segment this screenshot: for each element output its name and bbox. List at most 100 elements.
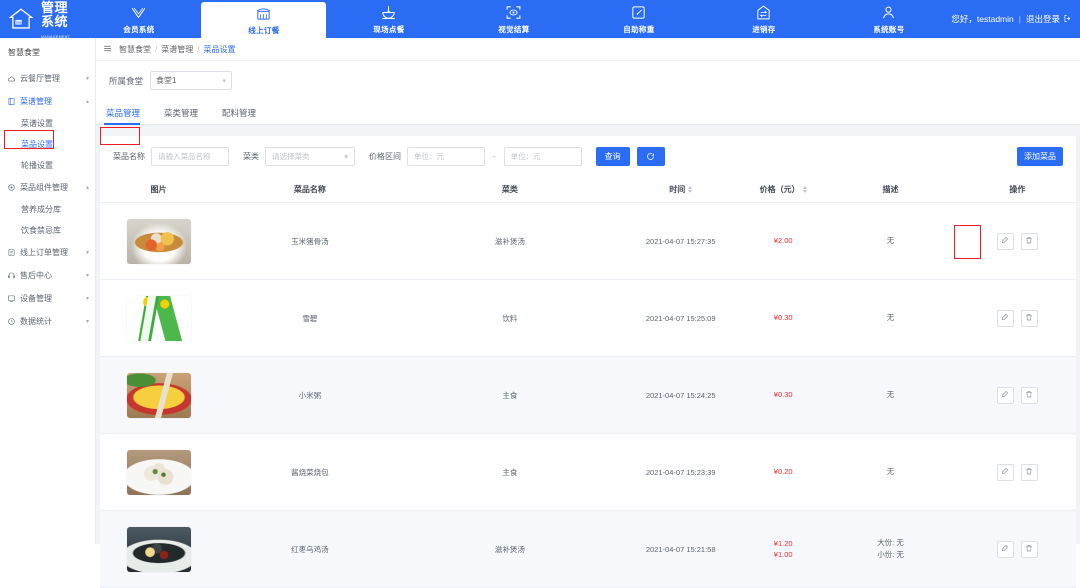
- house-logo-icon: 智慧食堂: [8, 6, 34, 32]
- edit-button[interactable]: [996, 309, 1014, 327]
- top-nav-items: 会员系统 线上订餐 现场点餐: [76, 0, 951, 38]
- reset-button[interactable]: [636, 147, 665, 166]
- search-button[interactable]: 查询: [595, 147, 630, 166]
- delete-button[interactable]: [1020, 386, 1038, 404]
- sort-carets-icon[interactable]: [802, 185, 807, 194]
- sidebar-subitem-carousel-settings[interactable]: 轮播设置: [21, 161, 53, 170]
- nav-item-onsite-ordering[interactable]: 现场点餐: [326, 0, 451, 38]
- cell-price: ¥0.30: [744, 279, 823, 357]
- breadcrumb-item-1[interactable]: 菜谱管理: [161, 44, 194, 54]
- inventory-exchange-icon: [755, 4, 772, 21]
- sidebar-subitem-recipe-settings[interactable]: 菜谱设置: [21, 119, 53, 128]
- tab-dish-management[interactable]: 菜品管理: [104, 107, 153, 125]
- cell-image: [100, 279, 218, 357]
- sidebar-item-after-sales[interactable]: 售后中心 ▾: [0, 264, 95, 287]
- cell-actions: [958, 433, 1076, 511]
- tab-category-management[interactable]: 菜类管理: [164, 108, 199, 118]
- sidebar-item-recipe-management[interactable]: 菜谱管理 ▴: [0, 90, 95, 113]
- top-navigation-bar: 智慧食堂 餐饮后台管理系统 MANAGEMENT SYSTEM OF SMART…: [0, 0, 1080, 64]
- sidebar-subitem-nutrition-library[interactable]: 营养成分库: [21, 205, 61, 214]
- nav-item-member-system[interactable]: 会员系统: [76, 0, 201, 38]
- edit-button[interactable]: [996, 386, 1014, 404]
- edit-pencil-icon: [1001, 467, 1009, 477]
- sidebar-title: 智慧食堂: [8, 48, 40, 57]
- price-max-input[interactable]: 单位：元: [503, 147, 582, 166]
- nav-item-system-account[interactable]: 系统账号: [826, 0, 951, 38]
- cell-time: 2021-04-07 15:23:39: [617, 433, 745, 511]
- column-header-time-label: 时间: [669, 185, 686, 194]
- cell-time: 2021-04-07 15:21:58: [617, 510, 745, 588]
- description-line: 无: [886, 313, 895, 323]
- search-input-dish-name[interactable]: 请输入菜品名称: [151, 147, 229, 166]
- breadcrumb-item-0[interactable]: 智慧食堂: [119, 44, 151, 54]
- chevron-up-icon: ▴: [85, 185, 89, 191]
- content-gap: [96, 125, 1080, 136]
- delete-button[interactable]: [1020, 463, 1038, 481]
- delete-button[interactable]: [1020, 232, 1038, 250]
- edit-button[interactable]: [996, 463, 1014, 481]
- column-header-price[interactable]: 价格（元）: [744, 177, 823, 203]
- canteen-select[interactable]: 食堂1 ▾: [150, 71, 233, 90]
- service-icon: [7, 271, 17, 280]
- column-header-description: 描述: [822, 177, 959, 203]
- cell-description: 无: [822, 433, 959, 511]
- cell-category: 滋补煲汤: [402, 202, 618, 280]
- nav-item-self-weighing[interactable]: 自助称重: [576, 0, 701, 38]
- edit-button[interactable]: [996, 540, 1014, 558]
- cell-image: [100, 202, 218, 280]
- nav-item-visual-settlement[interactable]: 视觉结算: [451, 0, 576, 38]
- filter-category-label: 菜类: [243, 152, 259, 161]
- column-header-category: 菜类: [402, 177, 618, 203]
- category-select-placeholder: 请选择菜类: [272, 152, 310, 161]
- cell-description: 无: [822, 279, 959, 357]
- add-dish-button[interactable]: 添加菜品: [1017, 147, 1063, 166]
- sidebar-item-cloud-restaurant[interactable]: 云餐厅管理 ▾: [0, 67, 95, 90]
- tab-ingredient-management[interactable]: 配料管理: [222, 108, 257, 118]
- edit-button[interactable]: [953, 224, 1014, 259]
- cell-actions: [958, 356, 1076, 434]
- trash-icon: [1025, 236, 1033, 246]
- action-buttons: [953, 224, 1076, 259]
- cell-price: ¥2.00: [744, 202, 823, 280]
- annotation-box-edit-button: [953, 224, 981, 259]
- storefront-icon: [255, 5, 272, 22]
- sidebar-item-dish-components[interactable]: 菜品组件管理 ▴: [0, 176, 95, 199]
- svg-text:智慧食堂: 智慧食堂: [16, 21, 27, 25]
- category-select[interactable]: 请选择菜类 ▾: [265, 147, 355, 166]
- price-value: ¥0.30: [773, 313, 793, 323]
- hamburger-menu-icon[interactable]: [103, 44, 112, 55]
- nav-item-label: 进销存: [752, 24, 776, 34]
- description-line: 无: [886, 236, 895, 246]
- steamed-bun-photo: [126, 449, 191, 495]
- nav-item-label: 会员系统: [123, 24, 155, 34]
- scan-eye-icon: [505, 4, 522, 21]
- nav-item-online-ordering[interactable]: 线上订餐: [201, 2, 327, 38]
- red-date-black-chicken-soup-photo: [126, 526, 191, 572]
- delete-button[interactable]: [1020, 540, 1038, 558]
- cell-time: 2021-04-07 15:24:25: [617, 356, 745, 434]
- sidebar-subitem-diet-taboo-library[interactable]: 饮食禁忌库: [21, 226, 61, 235]
- column-header-time[interactable]: 时间: [617, 177, 745, 203]
- sort-carets-icon[interactable]: [688, 185, 693, 194]
- canteen-label: 所属食堂: [109, 75, 144, 86]
- sidebar-item-device-management[interactable]: 设备管理 ▾: [0, 287, 95, 310]
- nav-item-label: 视觉结算: [498, 24, 530, 34]
- price-value: ¥0.20: [773, 467, 793, 477]
- brand-logo-block: 智慧食堂 餐饮后台管理系统 MANAGEMENT SYSTEM OF SMART…: [0, 0, 76, 64]
- action-buttons: [959, 309, 1076, 327]
- logout-button[interactable]: 退出登录: [1026, 13, 1072, 25]
- column-header-actions: 操作: [958, 177, 1076, 203]
- sidebar-item-data-statistics[interactable]: 数据统计 ▾: [0, 310, 95, 333]
- chevron-up-icon: ▴: [85, 99, 89, 105]
- sidebar-subitem-dish-settings[interactable]: 菜品设置: [21, 140, 53, 149]
- cell-actions: [953, 202, 1076, 280]
- chevron-down-icon: ▾: [85, 296, 89, 302]
- delete-button[interactable]: [1020, 309, 1038, 327]
- description-line: 无: [886, 390, 895, 400]
- description-line: 大份: 无: [877, 538, 904, 548]
- cell-description: 无: [822, 202, 959, 280]
- nav-item-inventory[interactable]: 进销存: [701, 0, 826, 38]
- device-icon: [7, 294, 17, 303]
- sidebar-item-online-orders[interactable]: 线上订单管理 ▾: [0, 241, 95, 264]
- price-min-input[interactable]: 单位：元: [407, 147, 485, 166]
